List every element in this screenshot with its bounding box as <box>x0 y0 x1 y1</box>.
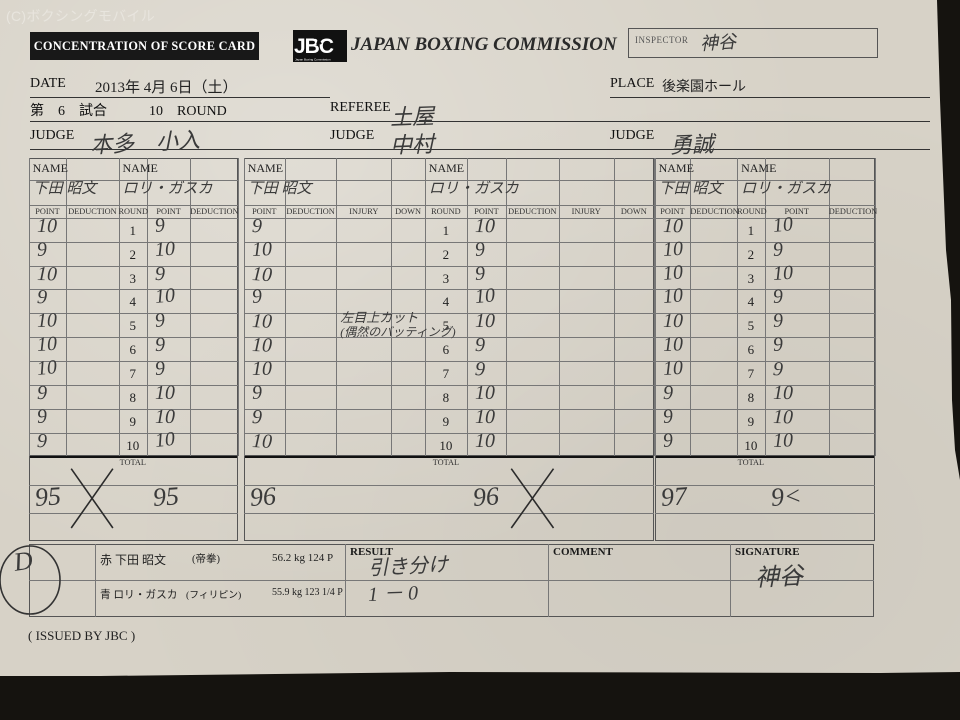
svg-text:Japan Boxing Commission: Japan Boxing Commission <box>295 58 331 62</box>
